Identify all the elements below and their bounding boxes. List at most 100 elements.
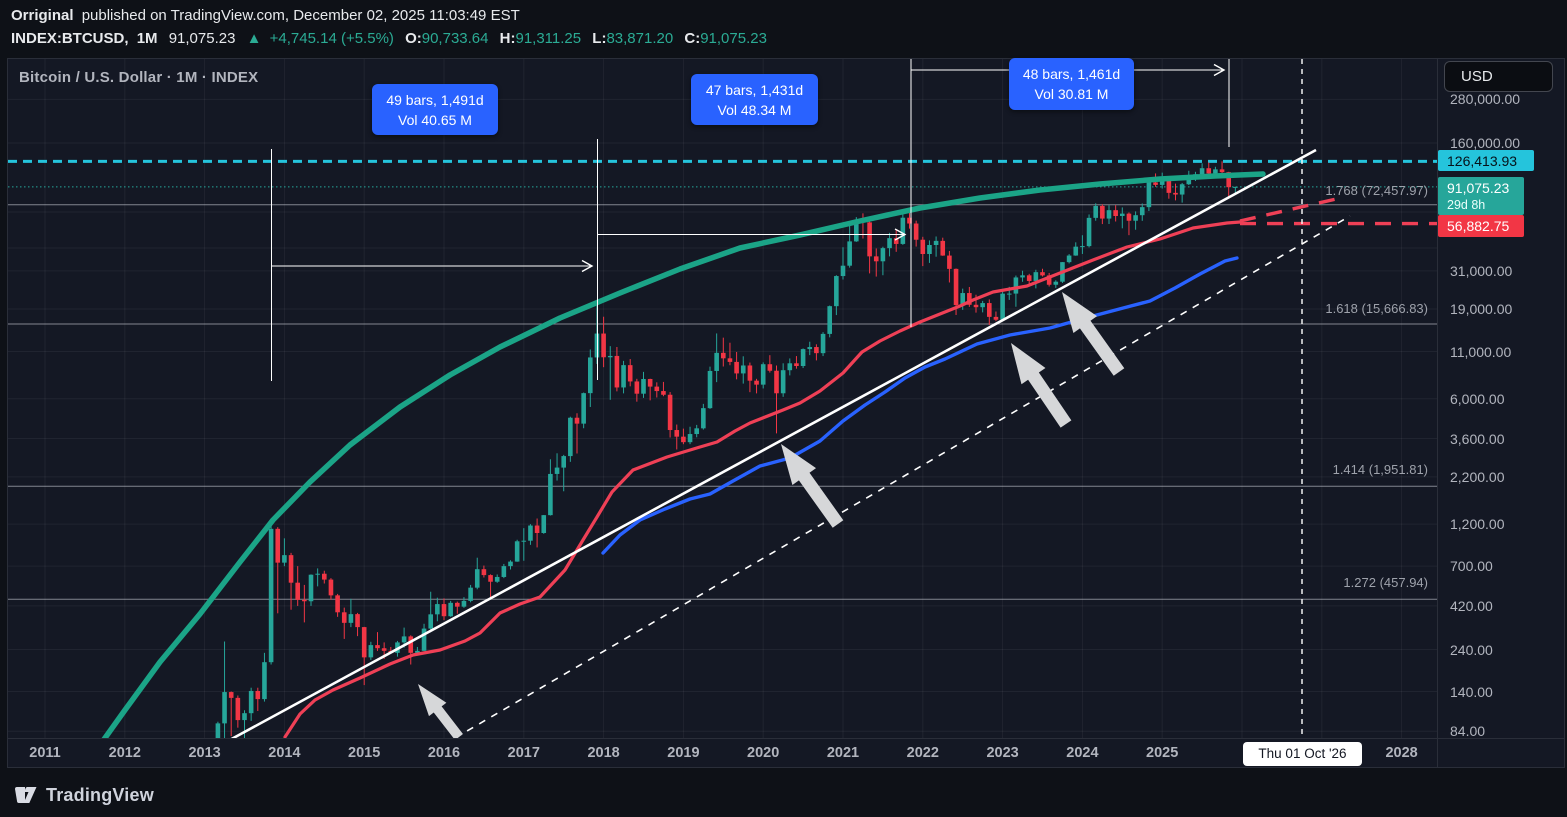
- candle-body: [973, 304, 979, 308]
- candle-body: [927, 245, 932, 254]
- candle-body: [721, 352, 726, 359]
- time-tick-label: 2018: [587, 745, 620, 761]
- measure-label-cycle2[interactable]: 47 bars, 1,431d Vol 48.34 M: [691, 74, 818, 125]
- chart-panel[interactable]: [7, 58, 1565, 768]
- candle-body: [787, 363, 793, 371]
- candle-body: [947, 255, 952, 269]
- measure-label-cycle1[interactable]: 49 bars, 1,491d Vol 40.65 M: [372, 84, 498, 135]
- candle-body: [1133, 215, 1138, 221]
- candle-body: [215, 723, 221, 738]
- candle-body: [893, 238, 899, 244]
- fib-level-label-1618[interactable]: 1.618 (15,666.83): [1325, 301, 1428, 316]
- candle-body: [1146, 182, 1152, 208]
- time-tick-label: 2025: [1146, 745, 1179, 761]
- candle-body: [1066, 255, 1072, 263]
- candle-body: [714, 352, 719, 371]
- candle-body: [1179, 184, 1185, 195]
- log-growth-curve[interactable]: [77, 171, 1266, 772]
- up-arrow-annotation[interactable]: [781, 444, 844, 528]
- red-moving-average[interactable]: [283, 220, 1242, 738]
- candle-body: [840, 265, 846, 277]
- measure-arrowhead-icon: [581, 259, 594, 273]
- candle-body: [461, 600, 467, 607]
- price-axis[interactable]: 126,413.93 91,075.23 29d 8h 56,882.75 28…: [1438, 58, 1566, 739]
- measure-label-cycle3[interactable]: 48 bars, 1,461d Vol 30.81 M: [1009, 58, 1134, 110]
- candle-body: [1113, 210, 1118, 216]
- price-tick-label: 420.00: [1450, 597, 1493, 614]
- candle-body: [694, 428, 699, 435]
- candle-body: [554, 467, 560, 474]
- candle-body: [494, 576, 500, 582]
- white-trendline[interactable]: [215, 148, 1317, 748]
- fib-level-label-1272[interactable]: 1.272 (457.94): [1343, 575, 1428, 590]
- chart-legend-title[interactable]: Bitcoin / U.S. Dollar · 1M · INDEX: [19, 69, 259, 86]
- moving-averages-layer[interactable]: [77, 171, 1437, 772]
- candle-body: [428, 614, 433, 629]
- candle-body: [242, 713, 247, 721]
- candle-body: [827, 306, 832, 334]
- candle-body: [355, 614, 360, 628]
- tradingview-logo[interactable]: TradingView: [13, 782, 154, 808]
- candle-body: [228, 692, 234, 698]
- candle-body: [747, 365, 753, 381]
- white-dashed-trendline[interactable]: [454, 215, 1351, 738]
- candle-body: [867, 222, 872, 257]
- candle-body: [441, 604, 447, 617]
- candle-body: [322, 573, 327, 580]
- candle-body: [913, 223, 919, 240]
- candle-body: [873, 256, 879, 262]
- measure-bars-text: 49 bars, 1,491d: [386, 92, 484, 108]
- tradingview-logo-icon: [15, 787, 37, 803]
- ma-price-badge: 56,882.75: [1438, 215, 1524, 237]
- candle-body: [993, 316, 999, 320]
- currency-toggle-button[interactable]: USD: [1444, 61, 1553, 92]
- candle-body: [854, 220, 859, 242]
- candle-body: [1093, 205, 1098, 218]
- candle-body: [1173, 192, 1178, 195]
- time-tick-label: 2022: [906, 745, 939, 761]
- candle-body: [701, 408, 706, 429]
- up-arrow-annotation[interactable]: [418, 684, 463, 740]
- candle-body: [674, 430, 680, 437]
- candle-body: [501, 566, 507, 577]
- price-tick-label: 280,000.00: [1450, 91, 1521, 108]
- fib-level-label-1414[interactable]: 1.414 (1,951.81): [1332, 462, 1428, 477]
- candle-body: [780, 370, 786, 394]
- candle-body: [647, 378, 653, 387]
- red-ma-projection-dashed[interactable]: [1239, 195, 1346, 223]
- candle-body: [574, 417, 580, 424]
- hand-arrows-layer[interactable]: [418, 292, 1125, 740]
- quote-row: INDEX:BTCUSD, 1M 91,075.23 ▲ +4,745.14 (…: [11, 30, 767, 47]
- candle-body: [820, 333, 826, 354]
- time-tick-label: 2019: [667, 745, 700, 761]
- time-tick-label: 2023: [986, 745, 1019, 761]
- candle-body: [415, 650, 420, 653]
- candles-layer: [215, 161, 1238, 738]
- candle-body: [288, 555, 294, 583]
- up-arrow-annotation[interactable]: [1062, 292, 1125, 376]
- fib-level-label-1768[interactable]: 1.768 (72,457.97): [1325, 183, 1428, 198]
- candle-body: [834, 276, 839, 307]
- high-label: H:: [499, 30, 516, 47]
- candle-body: [667, 394, 673, 431]
- time-axis[interactable]: 2011 2012 2013 2014 2015 2016 2017 2018 2019 2020…: [7, 739, 1437, 768]
- candle-body: [468, 587, 473, 601]
- up-arrow-annotation[interactable]: [1011, 343, 1072, 428]
- candle-body: [847, 241, 852, 266]
- time-tick-label: 2028: [1385, 745, 1418, 761]
- candle-body: [408, 636, 414, 653]
- blue-moving-average[interactable]: [601, 256, 1239, 555]
- candle-body: [235, 697, 241, 721]
- candle-body: [474, 569, 480, 588]
- candle-body: [933, 240, 939, 246]
- candle-body: [381, 648, 387, 651]
- close-value: 91,075.23: [700, 30, 767, 47]
- candle-body: [661, 391, 666, 395]
- candle-body: [1100, 205, 1105, 219]
- trendline-drawings-layer[interactable]: [215, 148, 1351, 748]
- price-tick-label: 6,000.00: [1450, 390, 1505, 407]
- price-tick-label: 140.00: [1450, 683, 1493, 700]
- candle-body: [967, 293, 972, 305]
- candle-body: [335, 595, 340, 613]
